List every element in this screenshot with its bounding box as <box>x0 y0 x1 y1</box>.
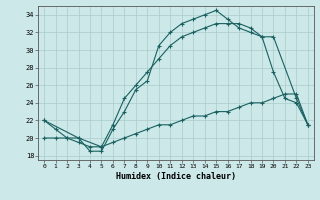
X-axis label: Humidex (Indice chaleur): Humidex (Indice chaleur) <box>116 172 236 181</box>
